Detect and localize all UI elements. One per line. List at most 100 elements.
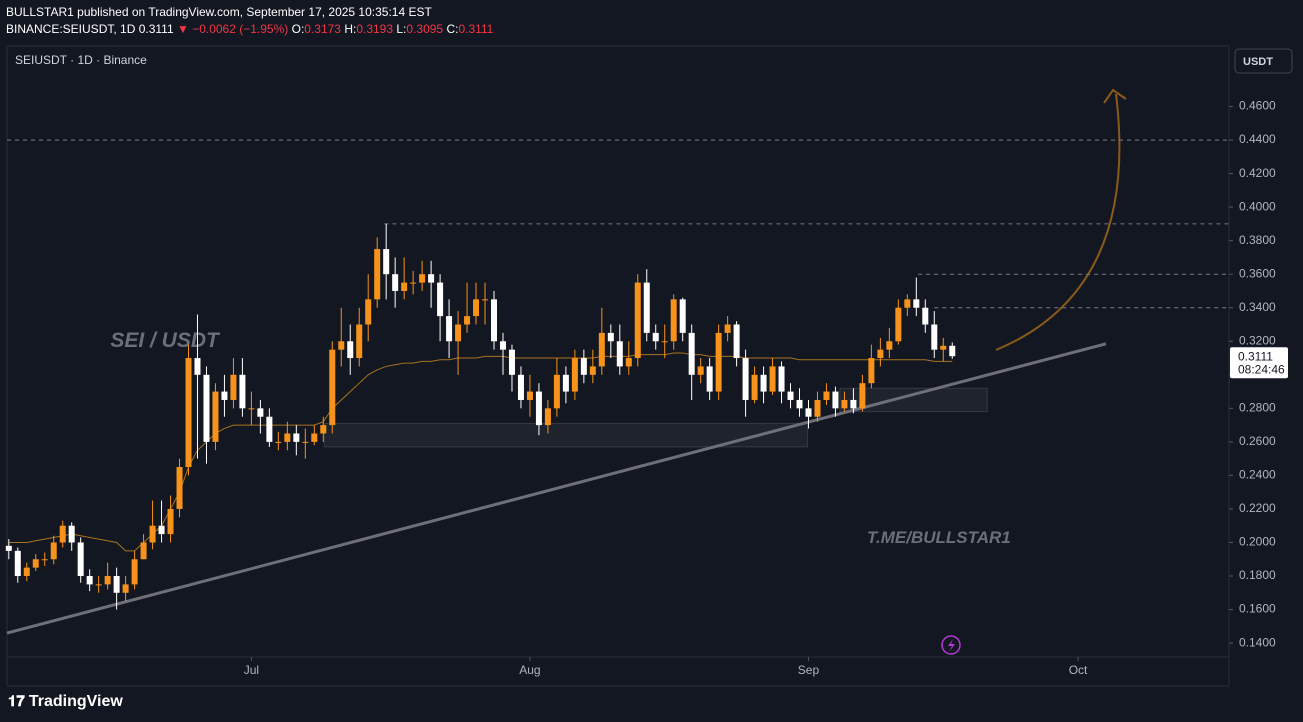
candle-body bbox=[643, 282, 650, 333]
last-price-box bbox=[1230, 347, 1288, 379]
event-bolt bbox=[948, 639, 955, 652]
candle-body bbox=[356, 324, 363, 359]
candle-body bbox=[625, 358, 632, 367]
candle-body bbox=[446, 316, 453, 342]
change: ▼ −0.0062 (−1.95%) bbox=[176, 22, 289, 36]
candle-body bbox=[526, 391, 533, 400]
candle-body bbox=[176, 467, 183, 509]
close-label: C: bbox=[446, 22, 459, 36]
candle-body bbox=[158, 525, 165, 535]
candle-body bbox=[580, 358, 587, 375]
zone bbox=[839, 387, 988, 413]
candle-body bbox=[401, 282, 408, 291]
y-tick-label: 0.1800 bbox=[1239, 568, 1276, 582]
candle-body bbox=[706, 366, 713, 392]
candle-body bbox=[841, 399, 848, 409]
candle-body bbox=[751, 374, 758, 400]
y-tick-label: 0.3200 bbox=[1239, 333, 1276, 347]
plot-frame bbox=[6, 45, 1230, 687]
event-icon[interactable] bbox=[941, 635, 961, 655]
candle-body bbox=[455, 324, 462, 342]
candle-body bbox=[68, 525, 75, 543]
candle-body bbox=[338, 341, 345, 350]
currency[interactable]: USDT bbox=[1243, 56, 1273, 68]
annotation: T.ME/BULLSTAR1 bbox=[867, 528, 1011, 547]
candle-body bbox=[86, 576, 93, 585]
candle-body bbox=[113, 576, 120, 593]
low-value: 0.3095 bbox=[406, 22, 444, 36]
candle-body bbox=[535, 391, 542, 426]
candle-body bbox=[940, 345, 947, 350]
candle-body bbox=[544, 408, 551, 426]
candle-body bbox=[913, 299, 920, 308]
candle-body bbox=[293, 433, 300, 442]
brand: 𝟏𝟕 TradingView bbox=[8, 693, 123, 711]
candle-body bbox=[877, 349, 884, 359]
y-tick-label: 0.1600 bbox=[1239, 602, 1276, 616]
brand-text: TradingView bbox=[28, 693, 123, 710]
candle-body bbox=[140, 542, 147, 560]
candle-body bbox=[598, 332, 605, 367]
candle-body bbox=[284, 433, 291, 442]
y-tick-label: 0.3800 bbox=[1239, 233, 1276, 247]
candle-body bbox=[679, 299, 686, 333]
open-value: 0.3173 bbox=[304, 22, 341, 36]
candle-body bbox=[329, 349, 336, 426]
y-tick-label: 0.2600 bbox=[1239, 434, 1276, 448]
candle-body bbox=[473, 299, 480, 317]
candle-body bbox=[823, 391, 830, 400]
trendline bbox=[6, 342, 1107, 635]
candle-body bbox=[886, 341, 893, 350]
x-tick-label: Jul bbox=[244, 663, 259, 677]
candle-body bbox=[778, 366, 785, 392]
chart-title: SEIUSDT · 1D · Binance bbox=[15, 53, 147, 67]
candle-body bbox=[769, 366, 776, 392]
candle-body bbox=[167, 508, 174, 535]
candle-body bbox=[697, 366, 704, 375]
candle-body bbox=[41, 559, 48, 561]
candle-body bbox=[922, 307, 929, 325]
candle-body bbox=[5, 545, 12, 551]
annotation: SEI / USDT bbox=[110, 329, 221, 352]
candle-body bbox=[832, 391, 839, 409]
candle-body bbox=[131, 559, 138, 585]
candle-body bbox=[715, 332, 722, 392]
candle-body bbox=[437, 282, 444, 317]
candle-body bbox=[185, 358, 192, 468]
candle-body bbox=[248, 408, 255, 410]
candle-body bbox=[491, 299, 498, 342]
candle-body bbox=[419, 274, 426, 283]
candle-body bbox=[760, 374, 767, 392]
candle-body bbox=[122, 584, 129, 593]
candle-body bbox=[230, 374, 237, 400]
candle-body bbox=[589, 366, 596, 375]
candle-body bbox=[787, 391, 794, 400]
currency-button[interactable] bbox=[1234, 48, 1293, 74]
candle-body bbox=[571, 358, 578, 392]
low-label: L: bbox=[396, 22, 407, 36]
brand-icon: 𝟏𝟕 bbox=[8, 693, 29, 710]
candle-body bbox=[104, 576, 111, 585]
candle-body bbox=[32, 559, 39, 568]
candle-body bbox=[688, 332, 695, 375]
candle-body bbox=[904, 299, 911, 308]
candle-body bbox=[553, 374, 560, 409]
candle-body bbox=[796, 399, 803, 409]
candle-body bbox=[607, 332, 614, 342]
candle-body bbox=[23, 567, 30, 577]
high-label: H: bbox=[344, 22, 357, 36]
zone bbox=[323, 422, 809, 448]
candle-body bbox=[320, 425, 327, 434]
candle-body bbox=[850, 399, 857, 409]
candle-body bbox=[347, 341, 354, 359]
candle-body bbox=[14, 550, 21, 577]
candle-body bbox=[464, 316, 471, 325]
candle-body bbox=[311, 433, 318, 442]
candle-body bbox=[670, 299, 677, 342]
candle-body bbox=[77, 542, 84, 577]
symbol: BINANCE:SEIUSDT, 1D bbox=[6, 22, 136, 36]
candle-body bbox=[859, 383, 866, 409]
candle-body bbox=[302, 441, 309, 443]
candle-body bbox=[562, 374, 569, 392]
